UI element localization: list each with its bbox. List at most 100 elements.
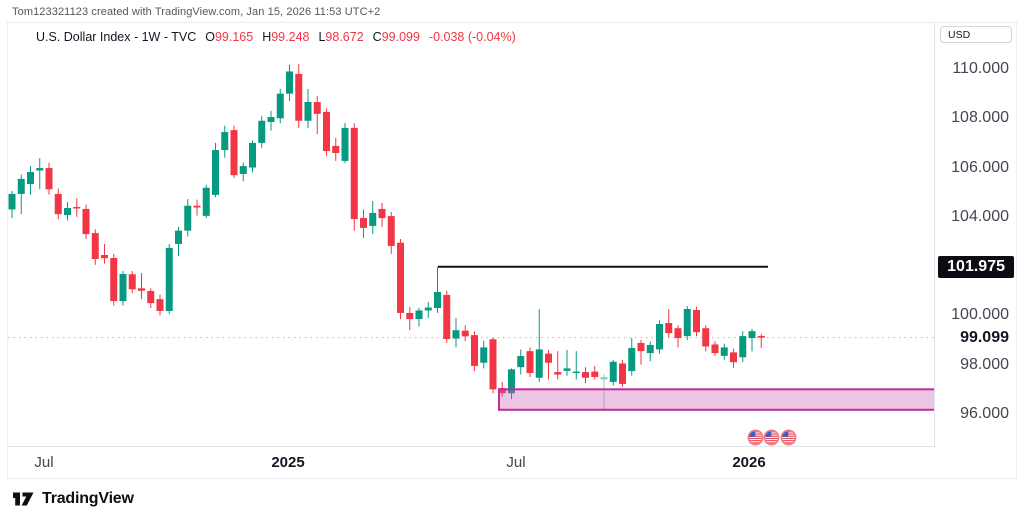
candle-body — [267, 117, 275, 122]
candle-body — [175, 230, 182, 244]
candle-body — [443, 294, 451, 340]
price-tick-label: 108.000 — [951, 109, 1009, 127]
candle-body — [628, 347, 636, 372]
candle-body — [646, 344, 654, 354]
candle-body — [748, 331, 756, 339]
candlestick-chart[interactable] — [8, 23, 936, 448]
candle-body — [563, 368, 571, 371]
candle-body — [526, 351, 534, 374]
supply-zone-rectangle[interactable] — [498, 388, 936, 411]
candle-body — [406, 312, 414, 320]
price-tick-label: 110.000 — [952, 60, 1009, 77]
time-tick-label: 2026 — [732, 454, 766, 471]
price-tick-label: 100.000 — [951, 306, 1009, 324]
candle-body — [665, 323, 673, 334]
candle-body — [461, 330, 469, 337]
trendline-price-label: 101.975 — [938, 255, 1014, 278]
candle-body — [480, 347, 488, 363]
candle-body — [8, 193, 16, 210]
time-axis[interactable]: Jul 2025 Jul 2026 — [8, 446, 936, 478]
price-axis[interactable]: USD 110.000 108.000 106.000 104.000 101.975 1… — [934, 23, 1016, 448]
candle-body — [572, 371, 580, 374]
candle-body — [600, 377, 608, 380]
candle-body — [165, 247, 173, 311]
currency-unit-button[interactable]: USD — [940, 26, 1012, 43]
us-flag-icon[interactable] — [763, 429, 780, 446]
time-tick-label: 2025 — [271, 454, 305, 471]
us-flag-icon[interactable] — [780, 429, 797, 446]
candle-body — [545, 353, 552, 363]
chart-pane[interactable]: U.S. Dollar Index - 1W - TVC O99.165 H99.2… — [8, 23, 936, 448]
price-tick-label: 104.000 — [951, 207, 1009, 225]
candle-body — [387, 216, 395, 246]
candle-body — [27, 171, 34, 185]
candle-body — [128, 274, 136, 290]
candle-body — [82, 208, 90, 235]
us-flag-icon[interactable] — [747, 429, 764, 446]
candle-body — [138, 288, 145, 291]
candle-body — [434, 291, 441, 309]
candle-body — [369, 212, 377, 226]
ohlc-l: L98.672 — [318, 30, 364, 44]
candle-body — [249, 142, 256, 168]
ohlc-values: O99.165 H99.248 L98.672 C99.099 — [196, 30, 420, 44]
candle-body — [711, 344, 719, 354]
candle-body — [110, 257, 118, 302]
symbol-title: U.S. Dollar Index - 1W - TVC — [36, 30, 197, 44]
candle-body — [350, 127, 358, 220]
ohlc-c: C99.099 — [372, 30, 420, 44]
price-tick-label: 96.000 — [960, 404, 1009, 422]
attribution-text: Tom123321123 created with TradingView.co… — [12, 6, 381, 18]
candle-body — [286, 71, 293, 94]
tradingview-logo[interactable]: TradingView — [12, 490, 134, 508]
time-tick-label: Jul — [506, 454, 526, 471]
candle-body — [73, 206, 81, 209]
candle-body — [637, 342, 645, 352]
candle-body — [64, 207, 71, 216]
candle-body — [184, 205, 192, 231]
candle-body — [757, 335, 765, 338]
time-tick-label: Jul — [34, 454, 54, 471]
candle-body — [295, 73, 303, 121]
candle-body — [619, 363, 626, 384]
candle-body — [674, 328, 682, 339]
candle-body — [193, 205, 201, 208]
candle-body — [230, 130, 238, 176]
ohlc-o: O99.165 — [205, 30, 254, 44]
candle-body — [54, 193, 62, 215]
candle-body — [45, 168, 53, 190]
candle-body — [313, 102, 321, 114]
price-tick-label: 98.000 — [960, 355, 1009, 373]
tradingview-logo-icon — [13, 492, 34, 506]
candle-body — [452, 330, 460, 339]
candle-body — [239, 166, 247, 174]
chart-widget: U.S. Dollar Index - 1W - TVC O99.165 H99.2… — [7, 22, 1017, 479]
candle-body — [415, 310, 423, 320]
change-value: -0.038 (-0.04%) — [428, 30, 516, 44]
candle-body — [693, 309, 700, 333]
candle-body — [656, 324, 663, 350]
candle-body — [720, 347, 728, 356]
candle-body — [609, 361, 617, 382]
candle-body — [91, 233, 99, 259]
candle-body — [304, 102, 312, 121]
candle-body — [360, 218, 367, 228]
tradingview-logo-text: TradingView — [42, 490, 134, 507]
candle-body — [101, 255, 108, 259]
candle-body — [489, 339, 497, 390]
ohlc-h: H99.248 — [262, 30, 310, 44]
candle-body — [323, 111, 330, 152]
candle-body — [378, 208, 386, 219]
candle-body — [591, 371, 599, 377]
candle-body — [535, 349, 543, 378]
candle-body — [156, 299, 164, 311]
candle-body — [258, 120, 266, 143]
candle-body — [554, 372, 562, 375]
candle-body — [397, 242, 404, 313]
candle-body — [517, 356, 525, 368]
candle-body — [147, 291, 155, 304]
candle-body — [341, 127, 349, 161]
last-price-label: 99.099 — [960, 328, 1009, 346]
candle-body — [332, 145, 340, 154]
